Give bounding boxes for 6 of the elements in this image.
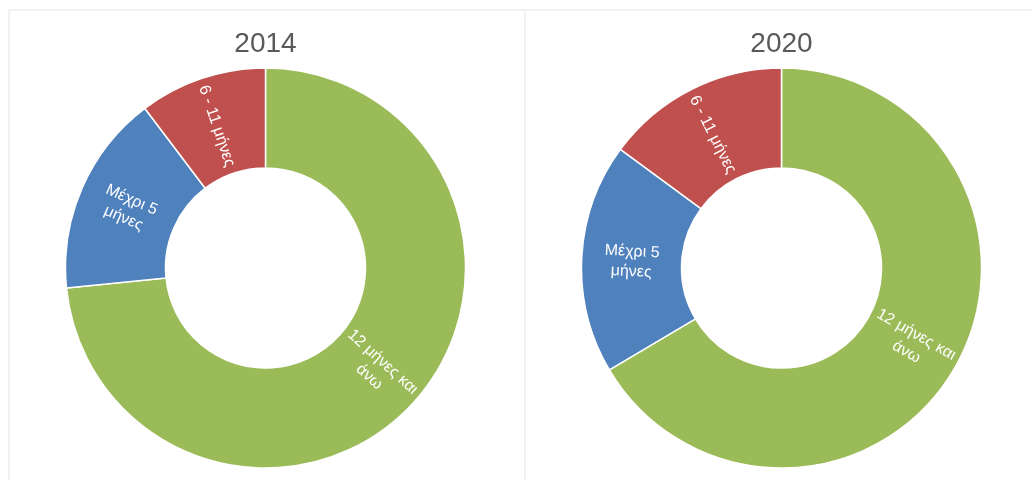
- donut-slice: [65, 67, 467, 469]
- slice-label: Μέχρι 5 μήνες: [101, 180, 161, 234]
- chart-title: 2020: [750, 27, 813, 58]
- slice-label: Μέχρι 5 μήνες: [604, 240, 661, 281]
- slice-label: 6 - 11 μήνες: [196, 82, 240, 170]
- chart-title: 2014: [234, 27, 297, 58]
